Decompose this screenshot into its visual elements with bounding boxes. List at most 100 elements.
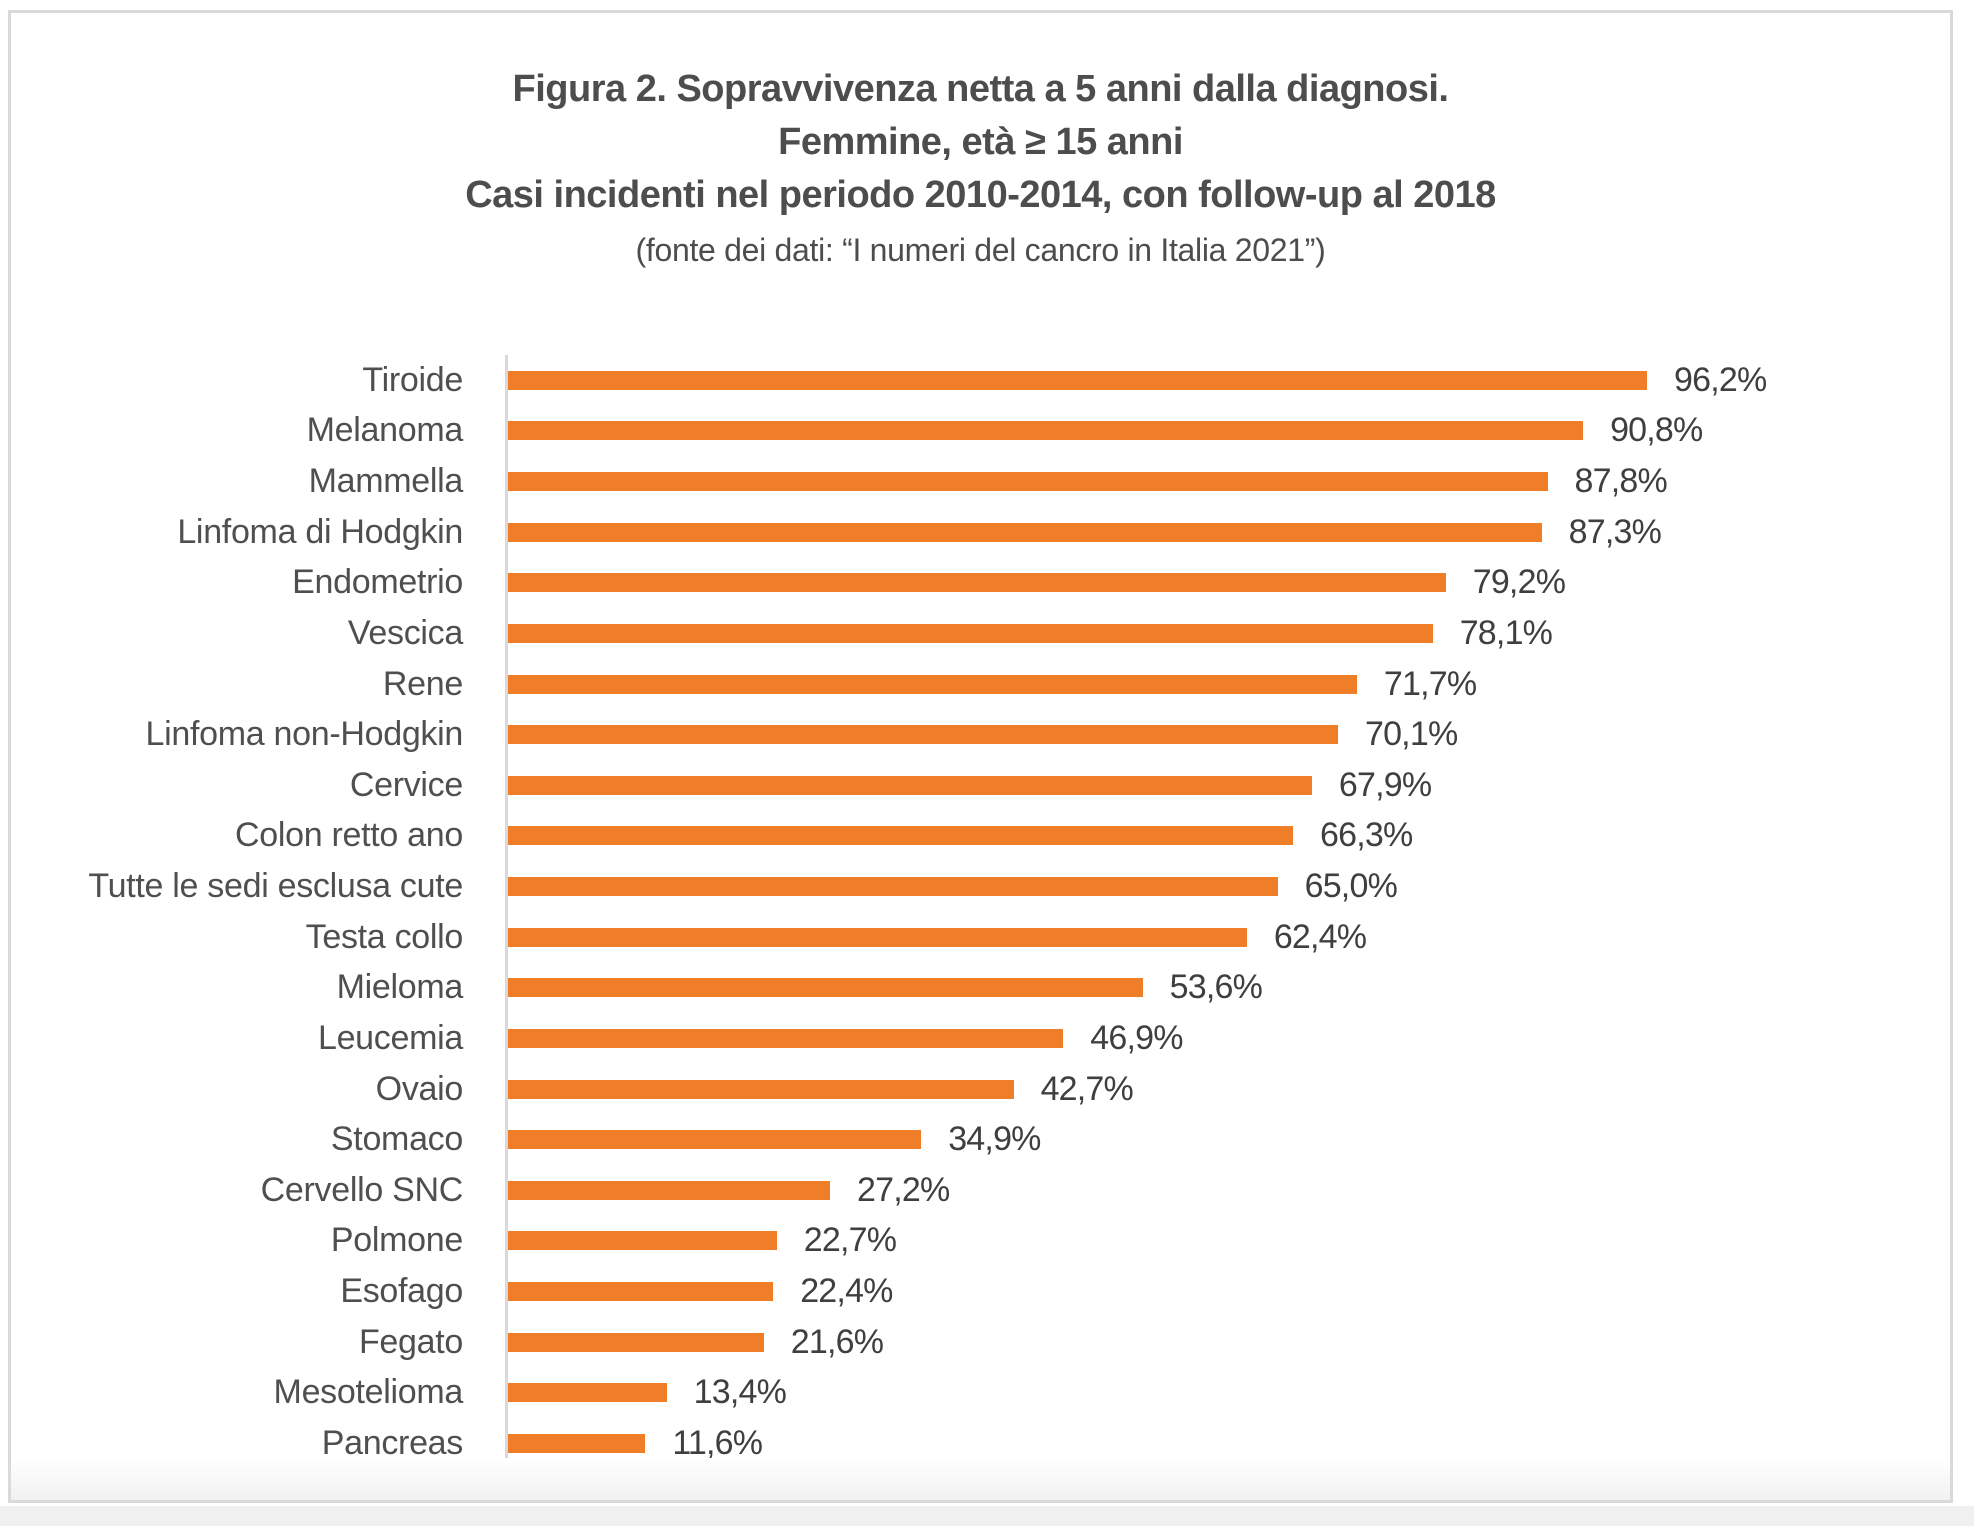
bar [508,472,1548,492]
category-label: Esofago [340,1272,463,1311]
bar [508,1180,831,1200]
chart-row: Linfoma non-Hodgkin 70,1% [22,709,1929,760]
chart-title-line-2: Femmine, età ≥ 15 anni [778,121,1183,163]
chart-row: Cervice 67,9% [22,760,1929,811]
category-label: Stomaco [330,1120,463,1159]
value-label: 13,4% [693,1373,787,1412]
bar [508,522,1542,542]
category-axis-cell: 62,4% [505,911,1929,963]
value-label: 67,9% [1338,765,1432,804]
category-label: Cervello SNC [260,1170,464,1209]
bar [508,1383,667,1403]
category-label: Tiroide [362,360,463,399]
chart-row: Endometrio 79,2% [22,557,1929,609]
figure-frame: Figura 2. Sopravvivenza netta a 5 anni d… [8,10,1953,1503]
chart-row: Testa collo 62,4% [22,911,1929,963]
category-label: Cervice [349,765,463,804]
bar [508,1028,1064,1048]
page-bottom-strip [0,1506,1974,1526]
bar [508,623,1433,643]
value-label: 46,9% [1090,1018,1183,1057]
category-axis-cell: 66,3% [505,810,1929,862]
chart-row: Tutte le sedi esclusa cute 65,0% [22,861,1929,912]
category-axis-cell: 21,6% [505,1316,1929,1368]
category-label: Linfoma non-Hodgkin [145,715,464,754]
value-label: 22,7% [803,1221,897,1260]
category-axis-cell: 13,4% [505,1367,1929,1419]
category-label: Vescica [347,613,463,652]
category-axis-cell: 65,0% [505,861,1929,912]
bar [508,1282,774,1302]
category-axis-cell: 22,7% [505,1215,1929,1267]
category-label: Melanoma [306,411,464,450]
bar [508,1079,1014,1099]
value-label: 79,2% [1472,563,1566,602]
category-label: Leucemia [317,1018,463,1057]
category-label: Fegato [358,1322,463,1361]
chart-row: Rene 71,7% [22,658,1929,710]
category-axis-cell: 70,1% [505,709,1929,760]
category-axis-cell: 46,9% [505,1013,1929,1064]
value-label: 90,8% [1610,411,1703,450]
category-axis-cell: 71,7% [505,658,1929,710]
chart-row: Linfoma di Hodgkin 87,3% [22,506,1929,558]
bar [508,674,1357,694]
category-axis-cell: 27,2% [505,1165,1929,1216]
value-label: 21,6% [790,1322,884,1361]
chart-row: Cervello SNC 27,2% [22,1165,1929,1216]
category-axis-cell: 11,6% [505,1418,1929,1469]
category-axis-cell: 53,6% [505,962,1929,1014]
bar [508,1231,777,1251]
category-axis-cell: 79,2% [505,557,1929,609]
chart-row: Esofago 22,4% [22,1266,1929,1317]
bar-chart: Tiroide 96,2% Melanoma 90,8% Mammella 87… [22,355,1929,1469]
chart-title-line-3: Casi incidenti nel periodo 2010-2014, co… [465,174,1496,216]
chart-row: Colon retto ano 66,3% [22,810,1929,862]
bar [508,421,1584,441]
value-label: 96,2% [1674,360,1767,399]
chart-title-block: Figura 2. Sopravvivenza netta a 5 anni d… [11,63,1950,274]
category-axis-cell: 78,1% [505,608,1929,659]
category-label: Ovaio [375,1069,464,1108]
value-label: 42,7% [1040,1069,1134,1108]
value-label: 22,4% [800,1272,893,1311]
value-label: 11,6% [672,1423,763,1462]
category-label: Polmone [330,1221,463,1260]
chart-row: Vescica 78,1% [22,608,1929,659]
bar [508,1332,764,1352]
category-label: Mammella [308,462,464,501]
chart-row: Melanoma 90,8% [22,405,1929,457]
bar [508,725,1338,745]
chart-source-note: (fonte dei dati: “I numeri del cancro in… [635,232,1326,268]
chart-row: Tiroide 96,2% [22,355,1929,406]
bar [508,826,1293,846]
chart-row: Mesotelioma 13,4% [22,1367,1929,1419]
category-axis-cell: 22,4% [505,1266,1929,1317]
category-label: Pancreas [321,1423,464,1462]
category-label: Testa collo [305,917,464,956]
chart-rows: Tiroide 96,2% Melanoma 90,8% Mammella 87… [22,355,1929,1469]
chart-row: Mieloma 53,6% [22,962,1929,1014]
frame-bottom-band [11,1458,1950,1500]
value-label: 87,8% [1574,462,1668,501]
bar [508,927,1247,947]
value-label: 87,3% [1568,512,1662,551]
value-label: 71,7% [1383,664,1477,703]
bar [508,573,1446,593]
category-label: Tutte le sedi esclusa cute [88,867,463,906]
category-axis-cell: 42,7% [505,1063,1929,1115]
category-axis-cell: 90,8% [505,405,1929,457]
chart-row: Stomaco 34,9% [22,1114,1929,1165]
value-label: 62,4% [1273,917,1367,956]
category-label: Mesotelioma [273,1373,464,1412]
bar [508,978,1143,998]
category-label: Linfoma di Hodgkin [177,512,463,551]
chart-title-line-1: Figura 2. Sopravvivenza netta a 5 anni d… [512,68,1449,110]
chart-row: Mammella 87,8% [22,456,1929,507]
chart-row: Polmone 22,7% [22,1215,1929,1267]
category-axis-cell: 67,9% [505,760,1929,811]
bar [508,877,1278,897]
bar [508,1130,922,1150]
bar [508,1433,646,1453]
category-axis-cell: 87,3% [505,506,1929,558]
